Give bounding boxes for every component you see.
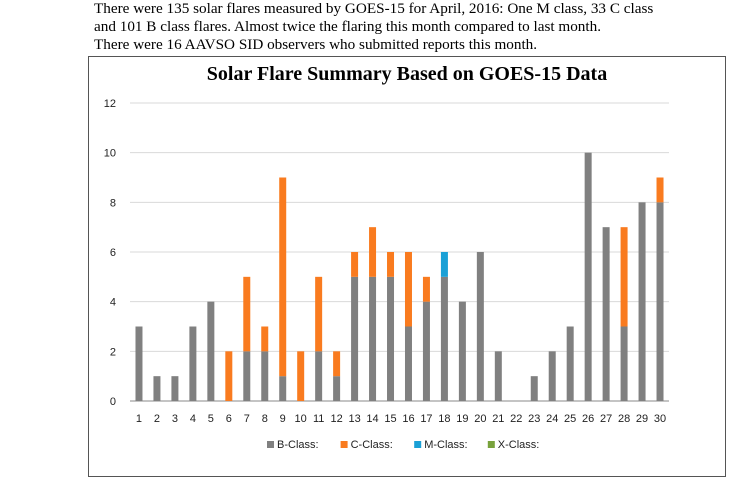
bar-segment xyxy=(566,326,574,401)
bar-segment xyxy=(279,376,287,401)
intro-line-2: and 101 B class flares. Almost twice the… xyxy=(94,18,602,35)
x-tick-label: 15 xyxy=(384,413,396,425)
x-tick-label: 3 xyxy=(172,413,178,425)
y-tick-label: 4 xyxy=(110,297,116,309)
legend-label: B-Class: xyxy=(277,439,319,451)
bar-segment xyxy=(135,326,143,401)
x-tick-label: 2 xyxy=(154,413,160,425)
y-tick-label: 0 xyxy=(110,396,116,408)
bar-segment xyxy=(602,227,610,401)
x-tick-label: 16 xyxy=(402,413,414,425)
bar-segment xyxy=(422,276,430,302)
x-tick-label: 20 xyxy=(474,413,486,425)
x-tick-label: 23 xyxy=(528,413,540,425)
x-tick-label: 22 xyxy=(510,413,522,425)
bar-segment xyxy=(584,152,592,401)
bar-segment xyxy=(656,202,664,401)
x-tick-label: 18 xyxy=(438,413,450,425)
bar-segment xyxy=(243,351,251,401)
bar-segment xyxy=(333,376,341,401)
x-tick-label: 17 xyxy=(420,413,432,425)
bar-segment xyxy=(333,351,341,377)
x-tick-label: 9 xyxy=(280,413,286,425)
x-tick-label: 4 xyxy=(190,413,196,425)
intro-text: There were 135 solar flares measured by … xyxy=(94,0,724,54)
bar-segment xyxy=(440,276,448,401)
y-tick-label: 12 xyxy=(104,98,116,110)
x-tick-label: 12 xyxy=(330,413,342,425)
bar-segment xyxy=(440,252,448,277)
x-tick-label: 29 xyxy=(636,413,648,425)
bar-segment xyxy=(351,276,359,401)
chart-title: Solar Flare Summary Based on GOES-15 Dat… xyxy=(206,63,608,85)
bar-segment xyxy=(261,326,269,352)
bar-segment xyxy=(315,351,323,401)
bar-segment xyxy=(620,227,628,327)
bar-segment xyxy=(476,252,484,401)
y-tick-label: 10 xyxy=(104,148,116,160)
bar-segment xyxy=(315,276,323,352)
legend-swatch xyxy=(487,441,495,448)
bar-segment xyxy=(207,301,215,401)
bar-segment xyxy=(422,301,430,401)
bar-segment xyxy=(548,351,556,401)
bar-segment xyxy=(351,252,359,277)
bar-segment xyxy=(387,276,395,401)
x-tick-label: 6 xyxy=(226,413,232,425)
bar-segment xyxy=(243,276,251,352)
bar-segment xyxy=(189,326,197,401)
bar-segment xyxy=(404,252,412,327)
x-tick-label: 8 xyxy=(262,413,268,425)
legend-swatch xyxy=(267,441,274,448)
x-tick-label: 30 xyxy=(654,413,666,425)
x-tick-label: 14 xyxy=(366,413,378,425)
intro-line-1: There were 135 solar flares measured by … xyxy=(94,0,654,17)
bar-segment xyxy=(369,227,377,277)
chart-container: Solar Flare Summary Based on GOES-15 Dat… xyxy=(88,56,726,477)
bar-segment xyxy=(404,326,412,401)
x-tick-label: 10 xyxy=(295,413,307,425)
y-tick-label: 2 xyxy=(110,346,116,358)
bar-segment xyxy=(171,376,179,401)
legend-label: C-Class: xyxy=(351,439,393,451)
bar-segment xyxy=(225,351,233,401)
x-tick-label: 27 xyxy=(600,413,612,425)
x-tick-label: 13 xyxy=(348,413,360,425)
x-tick-label: 5 xyxy=(208,413,214,425)
y-tick-label: 6 xyxy=(110,247,116,259)
y-tick-label: 8 xyxy=(110,197,116,209)
bar-segment xyxy=(279,177,287,377)
bar-segment xyxy=(297,351,305,401)
legend-swatch xyxy=(340,441,348,448)
bar-segment xyxy=(387,252,395,277)
legend-label: X-Class: xyxy=(498,439,540,451)
bar-segment xyxy=(369,276,377,401)
x-tick-label: 7 xyxy=(244,413,250,425)
x-tick-label: 24 xyxy=(546,413,558,425)
bar-segment xyxy=(261,351,269,401)
x-tick-label: 21 xyxy=(492,413,504,425)
bar-segment xyxy=(530,376,538,401)
x-tick-label: 11 xyxy=(313,413,324,425)
bar-segment xyxy=(153,376,161,401)
bar-segment xyxy=(458,301,466,401)
x-tick-label: 1 xyxy=(136,413,142,425)
x-tick-label: 19 xyxy=(456,413,468,425)
legend-label: M-Class: xyxy=(424,439,467,451)
x-tick-label: 26 xyxy=(582,413,594,425)
x-tick-label: 25 xyxy=(564,413,576,425)
bar-segment xyxy=(494,351,502,401)
x-tick-label: 28 xyxy=(618,413,630,425)
intro-line-3: There were 16 AAVSO SID observers who su… xyxy=(94,36,538,53)
bar-segment xyxy=(620,326,628,401)
bar-segment xyxy=(638,202,646,401)
legend-swatch xyxy=(414,441,422,448)
bar-segment xyxy=(656,177,664,203)
